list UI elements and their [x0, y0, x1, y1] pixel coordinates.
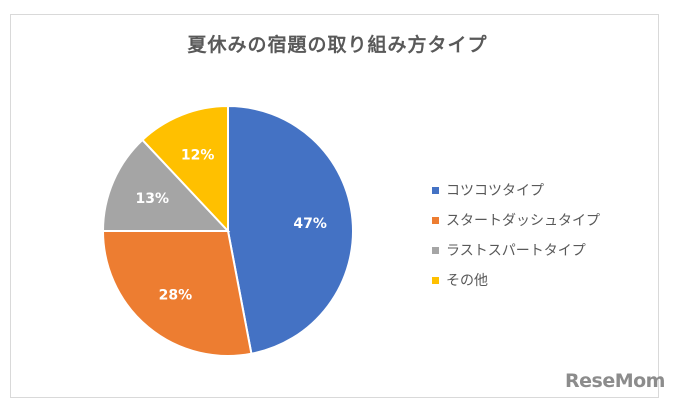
data-label: 12% [181, 147, 215, 163]
legend-label: コツコツタイプ [446, 183, 544, 199]
chart-frame [10, 14, 659, 398]
chart-title: 夏休みの宿題の取り組み方タイプ [187, 34, 488, 56]
slice-other [141, 104, 229, 234]
legend-swatch [432, 186, 439, 194]
slice-last-spurt [101, 138, 231, 232]
legend-swatch [432, 216, 439, 224]
legend-item-other: その他 [432, 265, 600, 295]
resemom-logo: ReseMom [565, 370, 665, 392]
legend-label: スタートダッシュタイプ [446, 213, 600, 229]
slice-kotsukotsu [227, 104, 354, 355]
legend-item-start-dash: スタートダッシュタイプ [432, 205, 600, 235]
chart-legend: コツコツタイプ スタートダッシュタイプ ラストスパートタイプ その他 [432, 175, 600, 295]
data-label: 47% [293, 216, 327, 232]
data-label: 13% [136, 191, 170, 207]
slice-start-dash [101, 230, 253, 357]
data-label: 28% [159, 288, 193, 304]
legend-item-last-spurt: ラストスパートタイプ [432, 235, 600, 265]
legend-swatch [432, 246, 439, 254]
legend-label: その他 [446, 273, 488, 289]
legend-label: ラストスパートタイプ [446, 243, 586, 259]
legend-swatch [432, 276, 439, 284]
legend-item-kotsukotsu: コツコツタイプ [432, 175, 600, 205]
